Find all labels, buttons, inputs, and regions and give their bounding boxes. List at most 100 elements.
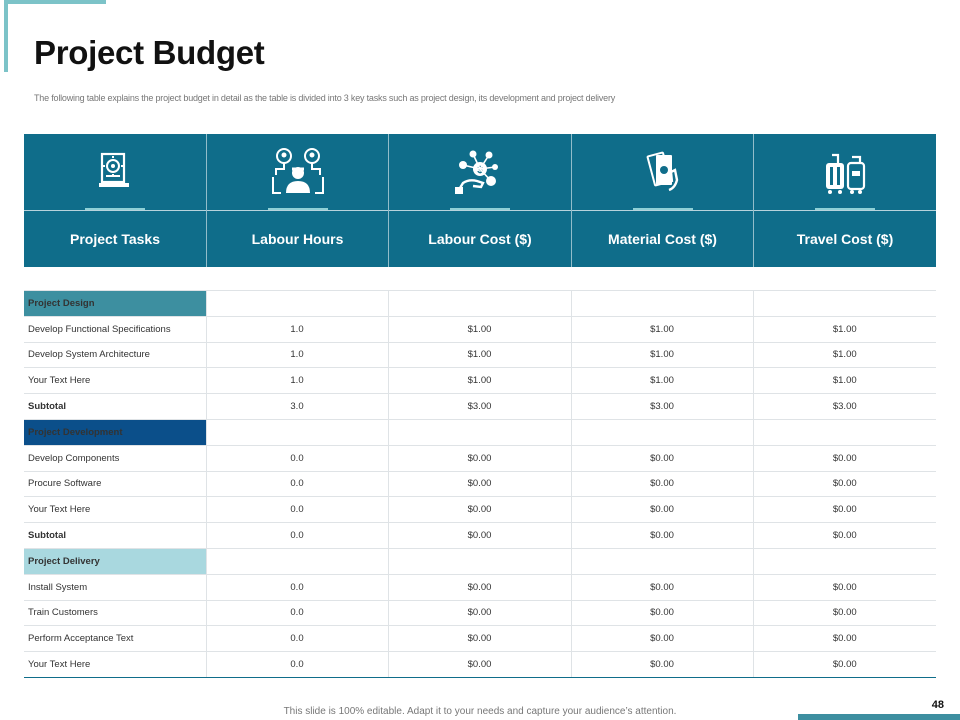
column-header-material-cost: Material Cost ($) [608,231,717,247]
material-cost-cell: $0.00 [570,522,753,549]
travel-cost-cell: $0.00 [752,651,936,678]
table-row: Your Text Here 0.0 $0.00 $0.00 $0.00 [24,496,936,524]
icon-underline [85,208,145,210]
labour-cost-cell: $0.00 [387,471,571,498]
travel-cost-cell: $0.00 [752,445,936,472]
hours-cell: 0.0 [205,471,388,498]
travel-cost-cell: $1.00 [752,316,936,343]
header-col-material-cost: Material Cost ($) [571,134,753,267]
labour-cost-cell: $3.00 [387,393,571,420]
footer-note: This slide is 100% editable. Adapt it to… [283,706,677,717]
subtotal-label: Subtotal [24,522,206,549]
material-cost-cell: $0.00 [570,574,753,601]
hours-cell: 1.0 [205,342,388,369]
material-cost-cell: $0.00 [570,625,753,653]
banknotes-hand-icon [572,134,753,210]
table-row: Your Text Here 0.0 $0.00 $0.00 $0.00 [24,651,936,678]
task-cell: Develop Functional Specifications [24,316,206,343]
icon-underline [815,208,875,210]
workers-network-icon [207,134,388,210]
material-cost-cell: $0.00 [570,600,753,627]
material-cost-cell: $1.00 [570,367,753,395]
column-header-labour-hours: Labour Hours [251,231,344,247]
page-subtitle: The following table explains the project… [34,93,616,103]
table-row: Develop Functional Specifications 1.0 $1… [24,316,936,343]
hours-cell: 0.0 [205,445,388,472]
icon-underline [632,208,693,210]
task-cell: Procure Software [24,471,206,498]
section-label: Project Delivery [24,548,206,575]
travel-cost-cell: $0.00 [752,574,936,601]
table-row: Train Customers 0.0 $0.00 $0.00 $0.00 [24,600,936,627]
section-label: Project Design [24,290,206,317]
labour-cost-cell: $1.00 [387,367,571,395]
task-cell: Train Customers [24,600,206,627]
section-row-delivery: Project Delivery [24,548,936,575]
material-cost-cell: $0.00 [570,471,753,498]
labour-cost-cell: $0.00 [387,574,571,601]
section-label: Project Development [24,419,206,446]
material-cost-cell: $0.00 [570,445,753,472]
material-cost-cell: $3.00 [570,393,753,420]
header-col-labour-cost: $ Labour Cost ($) [388,134,571,267]
task-cell: Perform Acceptance Text [24,625,206,653]
hours-cell: 0.0 [205,496,388,524]
table-row: Your Text Here 1.0 $1.00 $1.00 $1.00 [24,367,936,395]
travel-cost-cell: $0.00 [752,600,936,627]
travel-cost-cell: $0.00 [752,496,936,524]
table-row: Develop System Architecture 1.0 $1.00 $1… [24,342,936,369]
travel-cost-cell: $1.00 [752,367,936,395]
material-cost-cell: $1.00 [570,316,753,343]
header-col-travel-cost: Travel Cost ($) [753,134,936,267]
labour-cost-cell: $1.00 [387,316,571,343]
column-header-project-tasks: Project Tasks [69,231,160,247]
labour-cost-cell: $0.00 [387,496,571,524]
labour-cost-cell: $0.00 [387,625,571,653]
header-divider [24,210,206,211]
labour-cost-cell: $0.00 [387,445,571,472]
budget-table: Project Design Develop Functional Specif… [24,290,936,678]
hours-cell: 0.0 [205,600,388,627]
hours-cell: 1.0 [205,316,388,343]
hours-cell: 0.0 [205,651,388,678]
material-cost-cell: $1.00 [570,342,753,369]
icon-underline [450,208,510,210]
travel-cost-cell: $0.00 [752,625,936,653]
task-cell: Your Text Here [24,651,206,678]
labour-cost-cell: $0.00 [387,651,571,678]
icon-underline [267,208,328,210]
page-title: Project Budget [34,34,265,71]
hours-cell: 1.0 [205,367,388,395]
svg-text:$: $ [477,165,483,176]
material-cost-cell: $0.00 [570,496,753,524]
footer-accent-bar [798,714,960,720]
subtotal-row: Subtotal 3.0 $3.00 $3.00 $3.00 [24,393,936,420]
table-row: Install System 0.0 $0.00 $0.00 $0.00 [24,574,936,601]
header-divider [207,210,388,211]
travel-cost-cell: $1.00 [752,342,936,369]
task-cell: Install System [24,574,206,601]
header-divider [389,210,571,211]
document-gear-icon [24,134,206,210]
table-row: Perform Acceptance Text 0.0 $0.00 $0.00 … [24,625,936,653]
corner-accent-left [4,0,8,72]
subtotal-label: Subtotal [24,393,206,420]
hand-money-network-icon: $ [389,134,571,210]
header-divider [754,210,936,211]
luggage-icon [754,134,936,210]
task-cell: Develop System Architecture [24,342,206,369]
labour-cost-cell: $0.00 [387,600,571,627]
page-number: 48 [931,699,944,711]
section-row-development: Project Development [24,419,936,446]
table-row: Procure Software 0.0 $0.00 $0.00 $0.00 [24,471,936,498]
corner-accent-top [4,0,106,4]
task-cell: Your Text Here [24,367,206,395]
table-row: Develop Components 0.0 $0.00 $0.00 $0.00 [24,445,936,472]
header-divider [572,210,753,211]
material-cost-cell: $0.00 [570,651,753,678]
hours-cell: 0.0 [205,625,388,653]
column-header-labour-cost: Labour Cost ($) [428,231,532,247]
table-header-band: Project Tasks Labour Hours $ [24,134,936,267]
hours-cell: 3.0 [205,393,388,420]
hours-cell: 0.0 [205,522,388,549]
